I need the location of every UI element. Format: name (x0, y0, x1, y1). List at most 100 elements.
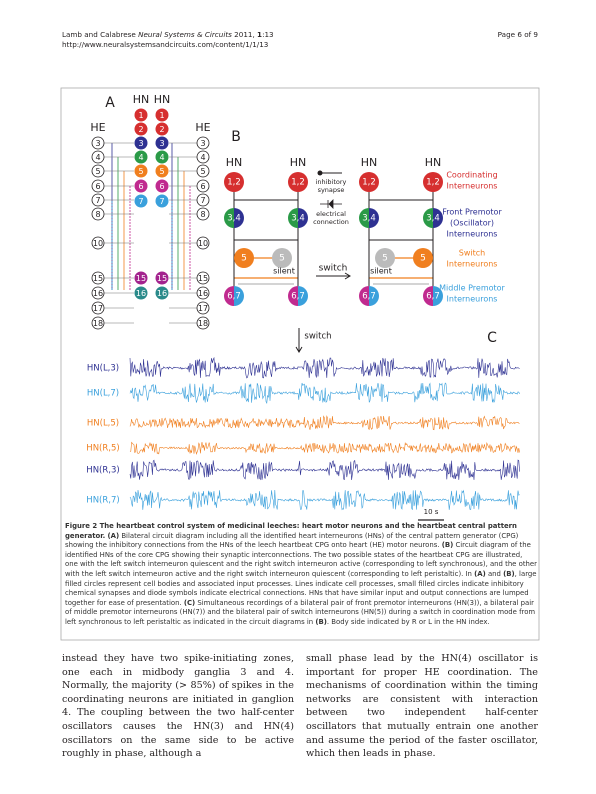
hn-number: 1 (138, 111, 143, 120)
ganglion-number: 17 (198, 304, 208, 313)
label: 6,7 (362, 292, 376, 302)
article: :13 (262, 30, 274, 39)
hn-number: 16 (157, 289, 167, 298)
label: silent (370, 267, 392, 276)
cell-half (359, 286, 369, 306)
ganglion-number: 7 (200, 196, 205, 205)
ganglion-number: 15 (198, 274, 208, 283)
trace-label: HN(R,7) (86, 496, 119, 506)
label: Interneurons (447, 260, 498, 269)
label: switch (319, 264, 348, 274)
caption-segment: (A) (474, 569, 486, 578)
cell-half (433, 286, 443, 306)
label: HE (195, 121, 210, 134)
caption-segment: Figure 2 The heartbeat control system of… (65, 522, 517, 540)
cell-half (369, 286, 379, 306)
label: 3,4 (362, 214, 376, 224)
caption-segment: (B) (503, 569, 515, 578)
he-neuron (91, 286, 105, 300)
authors: Lamb and Calabrese (62, 30, 139, 39)
he-neuron (91, 179, 105, 193)
he-neuron (196, 150, 210, 164)
hn-number: 15 (136, 274, 146, 283)
year: 2011, (231, 30, 258, 39)
ganglion-number: 16 (198, 289, 208, 298)
ganglion-number: 18 (93, 319, 103, 328)
label: HE (90, 121, 105, 134)
label: inhibitory (316, 178, 347, 186)
label: 6,7 (291, 292, 305, 302)
label: Interneurons (447, 230, 498, 239)
hn-number: 1 (159, 111, 164, 120)
he-neuron (91, 271, 105, 285)
ganglion-number: 4 (95, 153, 100, 162)
he-neuron (196, 193, 210, 207)
ganglion-number: 16 (93, 289, 103, 298)
hn-number: 6 (159, 182, 164, 191)
trace (129, 356, 520, 379)
label: 5 (382, 254, 388, 264)
label: connection (313, 218, 349, 226)
hn-number: 5 (159, 167, 164, 176)
switch-cell (234, 248, 254, 268)
label: 3,4 (227, 214, 241, 224)
cell-half (423, 286, 433, 306)
figure-border (60, 87, 540, 641)
ganglion-number: 8 (95, 210, 100, 219)
label: 1,2 (426, 178, 440, 188)
he-neuron (91, 207, 105, 221)
caption-segment: Simultaneous recordings of a bilateral p… (65, 598, 536, 626)
label: 1,2 (291, 178, 305, 188)
ganglion-number: 10 (93, 239, 103, 248)
hn-neuron (155, 179, 169, 193)
trace-label: HN(L,7) (87, 389, 119, 399)
he-neuron (91, 150, 105, 164)
figure-caption: Figure 2 The heartbeat control system of… (65, 522, 537, 628)
label: HN (425, 156, 442, 169)
ganglion-number: 7 (95, 196, 100, 205)
switch-arrow (295, 328, 303, 353)
caption-segment: (B) (441, 541, 454, 550)
ganglion-number: 5 (200, 167, 205, 176)
he-neuron (91, 236, 105, 250)
switch-cell (375, 248, 395, 268)
cell-half (433, 172, 443, 192)
hn-neuron (134, 150, 148, 164)
label: synapse (318, 186, 345, 194)
url: http://www.neuralsystemsandcircuits.com/… (62, 40, 269, 49)
cell-half (359, 208, 369, 228)
trace-label: HN(R,5) (86, 444, 119, 454)
volume: 1 (257, 30, 263, 39)
cell-half (224, 172, 234, 192)
caption-segment: and (485, 569, 504, 578)
journal: Neural Systems & Circuits (138, 30, 232, 39)
label: 1,2 (362, 178, 376, 188)
hn-neuron (134, 136, 148, 150)
panel-letter: C (487, 330, 497, 346)
label: 5 (420, 254, 426, 264)
cell-half (224, 286, 234, 306)
hn-number: 4 (159, 153, 164, 162)
cell-half (234, 208, 244, 228)
ganglion-number: 6 (200, 182, 205, 191)
label: HN (133, 93, 150, 106)
cell-half (288, 286, 298, 306)
he-neuron (196, 286, 210, 300)
hn-number: 4 (138, 153, 143, 162)
trace-label: HN(L,5) (87, 419, 119, 429)
label: electrical (316, 210, 346, 218)
he-neuron (196, 136, 210, 150)
caption-segment: (B) (315, 617, 327, 626)
he-neuron (196, 316, 210, 330)
label: 5 (279, 254, 285, 264)
citation: Lamb and Calabrese Neural Systems & Circ… (62, 30, 274, 40)
page-number: Page 6 of 9 (497, 30, 538, 39)
trace (129, 459, 520, 481)
hn-neuron (134, 194, 148, 208)
body-column-right: small phase lead by the HN(4) oscillator… (306, 653, 538, 760)
legend-synapse-dot (317, 170, 323, 176)
label: 3,4 (291, 214, 305, 224)
hn-number: 3 (138, 139, 143, 148)
